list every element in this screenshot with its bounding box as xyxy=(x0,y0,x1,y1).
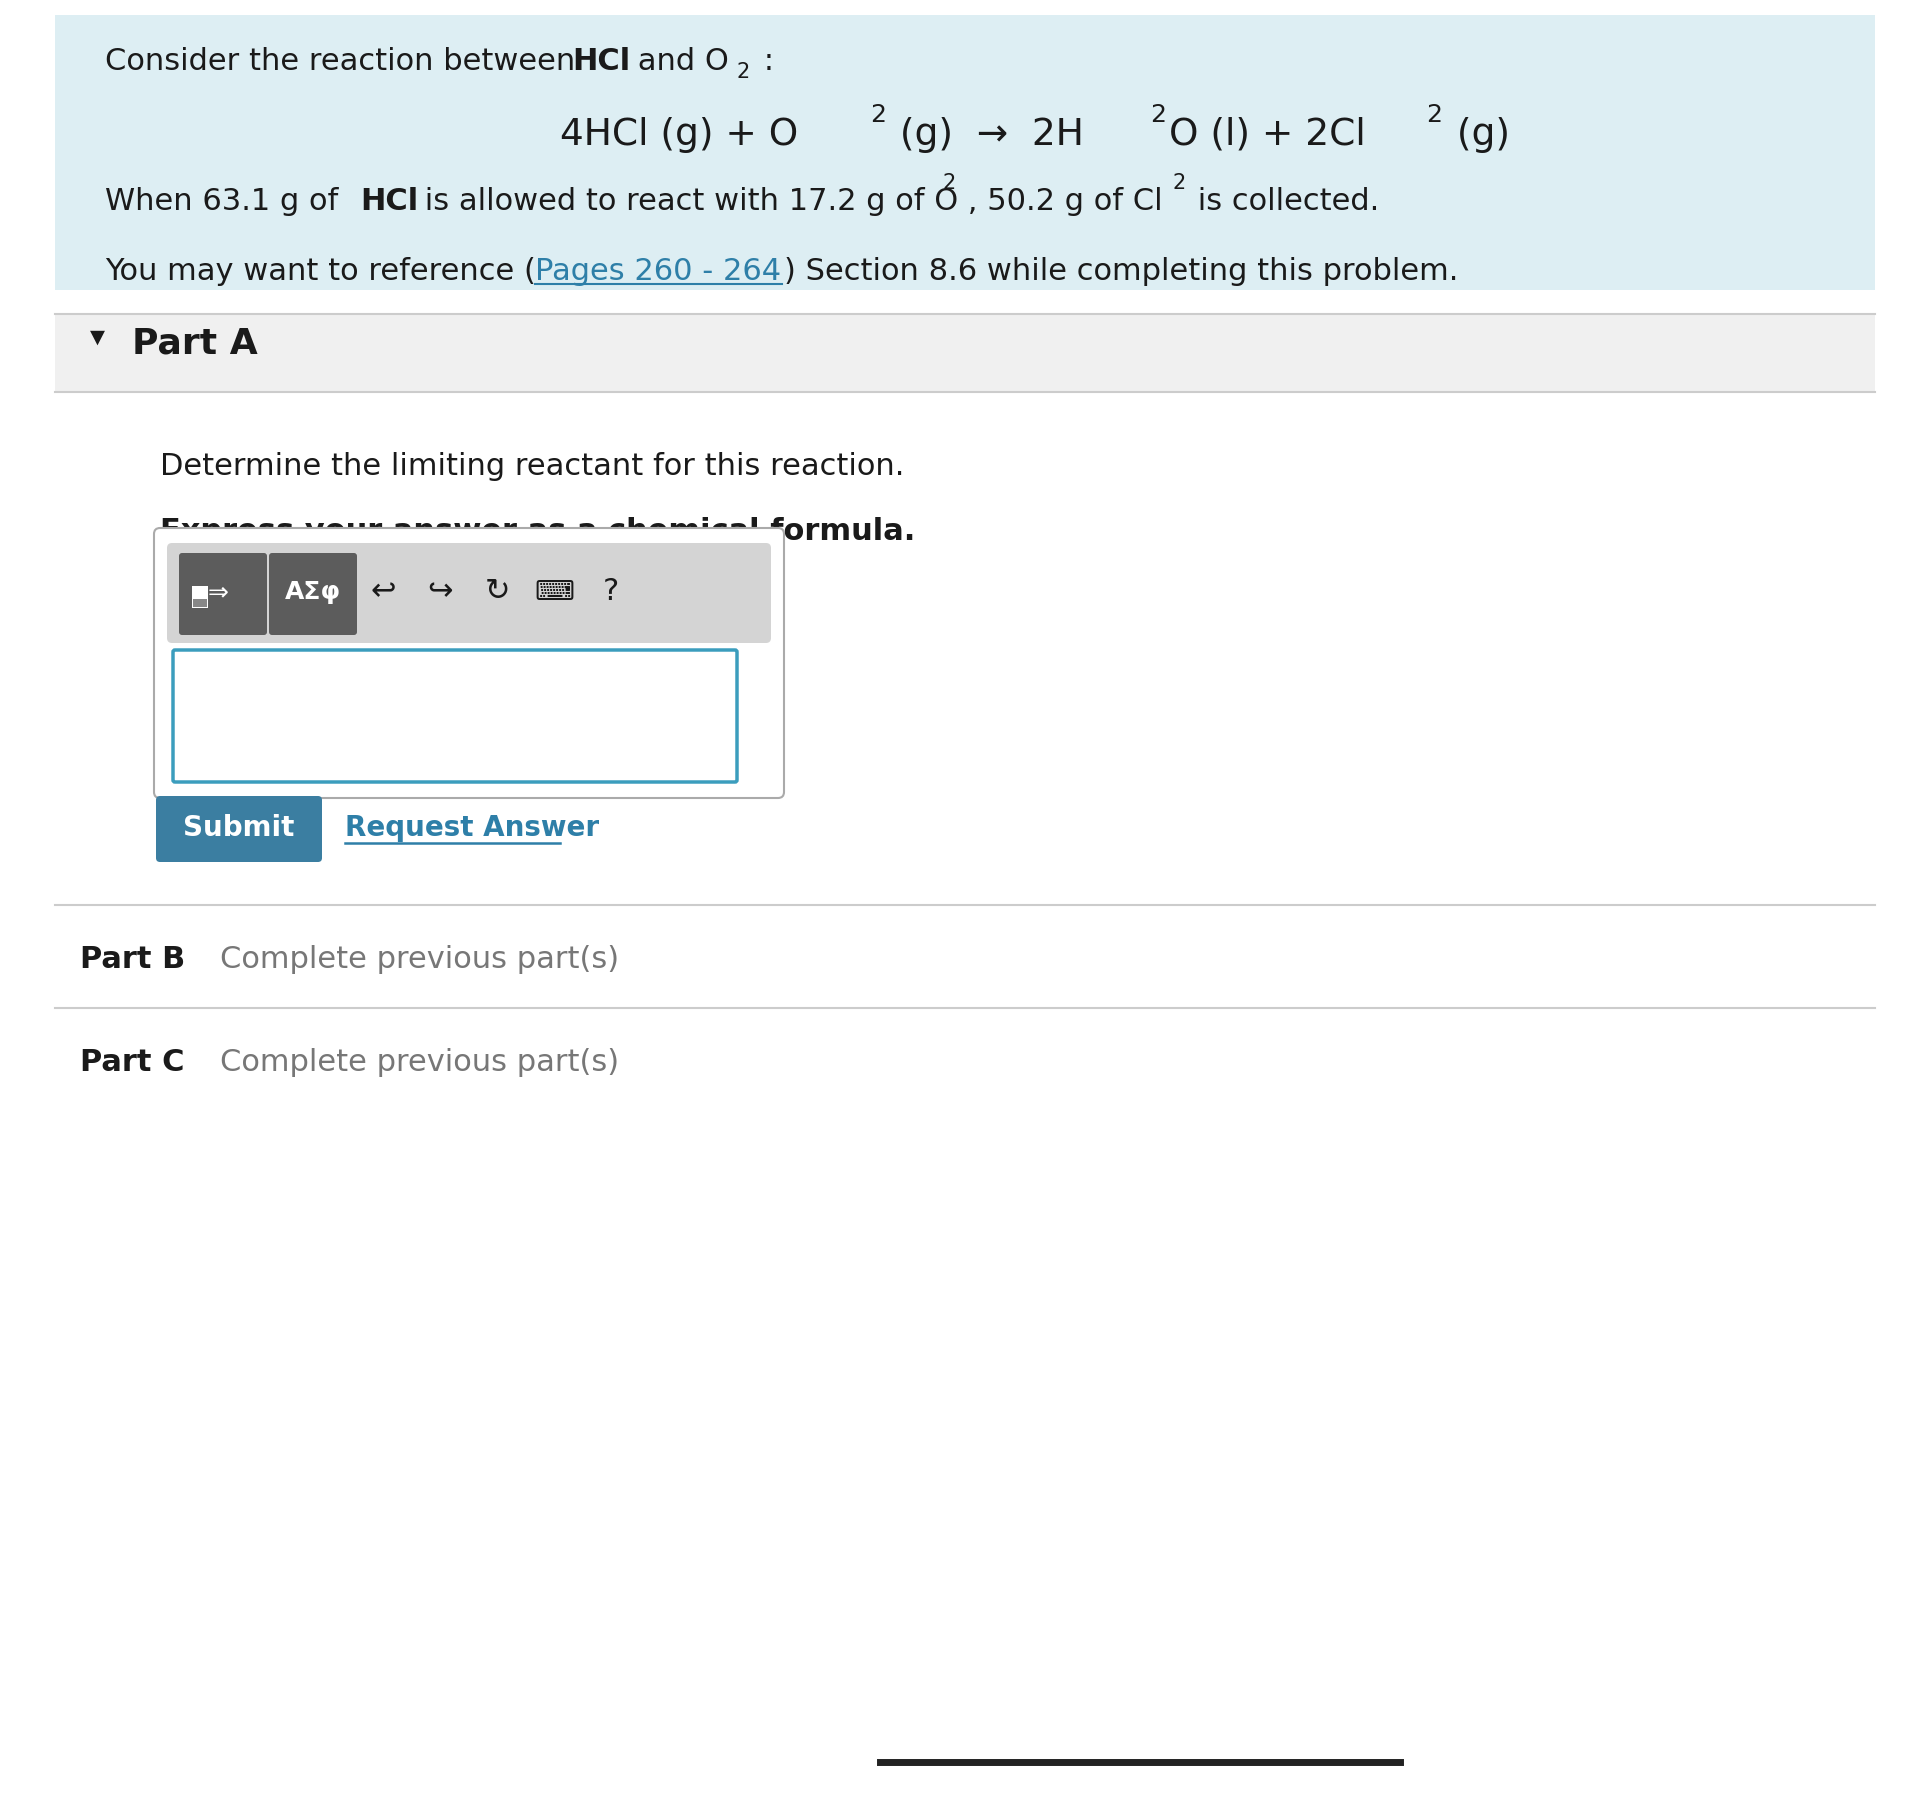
Text: HCl: HCl xyxy=(573,47,631,76)
Text: HCl: HCl xyxy=(361,186,419,215)
FancyBboxPatch shape xyxy=(268,554,357,635)
Text: You may want to reference (: You may want to reference ( xyxy=(104,257,536,286)
Text: ↪: ↪ xyxy=(426,577,453,606)
FancyBboxPatch shape xyxy=(154,529,783,798)
Text: Part A: Part A xyxy=(131,326,258,360)
Text: Consider the reaction between: Consider the reaction between xyxy=(104,47,584,76)
Text: Complete previous part(s): Complete previous part(s) xyxy=(220,1048,619,1077)
Text: Determine the limiting reactant for this reaction.: Determine the limiting reactant for this… xyxy=(160,452,905,481)
Text: (g)  →  2H: (g) → 2H xyxy=(887,118,1084,154)
Text: Part C: Part C xyxy=(79,1048,185,1077)
Text: Express your answer as a chemical formula.: Express your answer as a chemical formul… xyxy=(160,518,916,547)
Text: ?: ? xyxy=(604,577,619,606)
FancyBboxPatch shape xyxy=(56,313,1875,393)
Text: Part B: Part B xyxy=(79,945,185,974)
Text: and O: and O xyxy=(629,47,729,76)
Text: , 50.2 g of Cl: , 50.2 g of Cl xyxy=(959,186,1163,215)
Text: :: : xyxy=(754,47,774,76)
Text: Request Answer: Request Answer xyxy=(345,814,600,842)
Text: is collected.: is collected. xyxy=(1188,186,1379,215)
Bar xyxy=(193,599,206,606)
Text: AΣφ: AΣφ xyxy=(285,579,341,605)
Text: ▼: ▼ xyxy=(91,328,104,348)
Text: is allowed to react with 17.2 g of O: is allowed to react with 17.2 g of O xyxy=(415,186,959,215)
Text: Complete previous part(s): Complete previous part(s) xyxy=(220,945,619,974)
FancyBboxPatch shape xyxy=(174,650,737,782)
Bar xyxy=(193,586,208,608)
Text: ↻: ↻ xyxy=(484,577,509,606)
Text: 2: 2 xyxy=(1150,103,1165,127)
FancyBboxPatch shape xyxy=(56,14,1875,290)
Text: ⌨: ⌨ xyxy=(534,577,575,606)
Text: ↩: ↩ xyxy=(370,577,395,606)
Text: 2: 2 xyxy=(870,103,885,127)
Text: 2: 2 xyxy=(1173,174,1184,194)
Text: ⇒: ⇒ xyxy=(208,579,228,605)
FancyBboxPatch shape xyxy=(179,554,266,635)
Text: ) Section 8.6 while completing this problem.: ) Section 8.6 while completing this prob… xyxy=(783,257,1458,286)
Text: Pages 260 - 264: Pages 260 - 264 xyxy=(534,257,781,286)
FancyBboxPatch shape xyxy=(168,543,772,643)
Text: 2: 2 xyxy=(1426,103,1443,127)
Text: 4HCl (g) + O: 4HCl (g) + O xyxy=(559,118,799,154)
FancyBboxPatch shape xyxy=(156,796,322,862)
Text: 2: 2 xyxy=(941,174,955,194)
Text: 2: 2 xyxy=(737,62,750,81)
Text: (g): (g) xyxy=(1445,118,1510,154)
Text: When 63.1 g of: When 63.1 g of xyxy=(104,186,347,215)
Text: O (l) + 2Cl: O (l) + 2Cl xyxy=(1169,118,1366,154)
Text: Submit: Submit xyxy=(183,814,295,842)
